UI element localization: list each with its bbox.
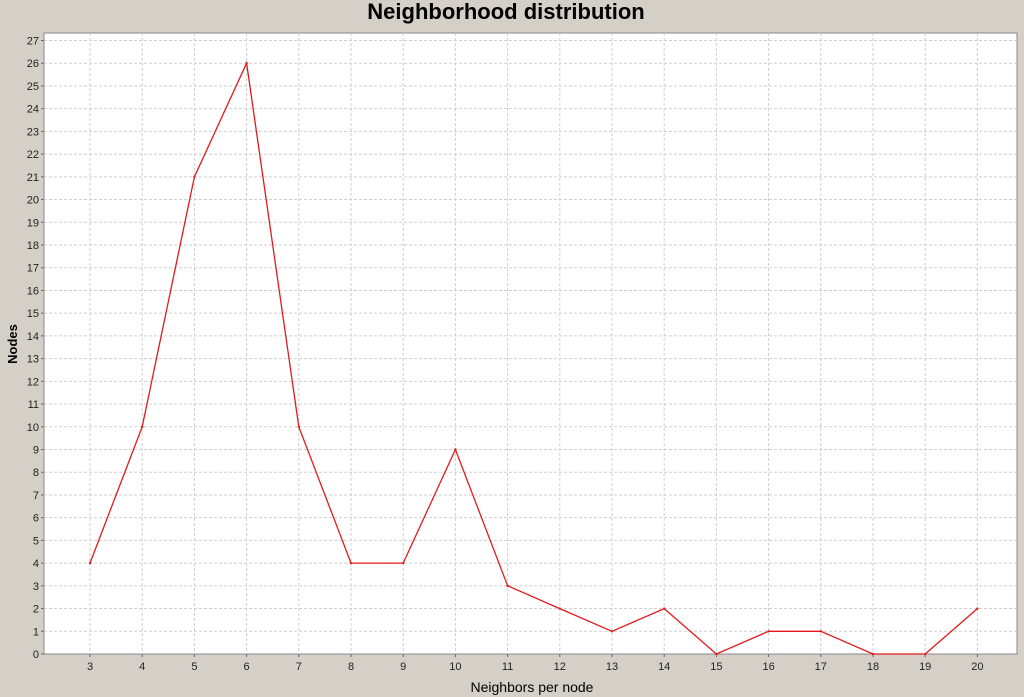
x-tick-label: 3 <box>87 661 93 673</box>
y-tick-label: 4 <box>33 558 39 570</box>
y-tick-label: 8 <box>33 467 39 479</box>
y-tick-label: 12 <box>27 376 39 388</box>
x-tick-label: 17 <box>815 661 827 673</box>
y-tick-label: 27 <box>27 36 39 48</box>
x-tick-label: 19 <box>919 661 931 673</box>
y-axis-label: Nodes <box>5 324 20 364</box>
y-tick-label: 23 <box>27 126 39 138</box>
y-tick-label: 6 <box>33 513 39 525</box>
data-point <box>454 448 457 451</box>
y-tick-label: 17 <box>27 263 39 275</box>
y-tick-label: 3 <box>33 581 39 593</box>
data-point <box>558 607 561 610</box>
data-point <box>402 561 405 565</box>
y-tick-label: 5 <box>33 535 39 547</box>
y-tick-label: 9 <box>33 445 39 457</box>
x-tick-label: 5 <box>191 661 197 673</box>
grid-lines <box>44 33 1017 654</box>
x-tick-label: 13 <box>606 661 618 673</box>
chart-title: Neighborhood distribution <box>367 0 644 24</box>
y-tick-label: 10 <box>27 422 39 434</box>
data-point <box>88 561 92 565</box>
y-tick-label: 24 <box>27 104 39 116</box>
data-point <box>506 584 509 588</box>
y-tick-label: 11 <box>28 399 39 411</box>
data-point <box>141 425 144 428</box>
x-tick-label: 14 <box>658 661 670 673</box>
x-axis-label: Neighbors per node <box>471 679 594 695</box>
x-tick-label: 6 <box>244 661 250 673</box>
x-tick-label: 7 <box>296 661 302 673</box>
y-tick-label: 26 <box>27 58 39 70</box>
x-tick-label: 12 <box>554 661 566 673</box>
x-tick-label: 16 <box>762 661 774 673</box>
x-tick-label: 9 <box>400 661 406 673</box>
x-tick-label: 11 <box>502 661 513 673</box>
x-tick-label: 20 <box>971 661 983 673</box>
y-tick-label: 22 <box>27 149 39 161</box>
data-point <box>193 175 196 179</box>
y-tick-label: 19 <box>27 217 39 229</box>
data-point <box>871 652 875 656</box>
data-point <box>245 62 248 65</box>
y-tick-label: 15 <box>27 308 39 320</box>
x-tick-label: 4 <box>139 661 145 673</box>
data-point <box>976 607 979 610</box>
data-point <box>663 607 666 610</box>
data-points <box>88 62 979 656</box>
y-tick-label: 21 <box>27 172 39 184</box>
y-tick-label: 14 <box>27 331 39 343</box>
x-tick-label: 8 <box>348 661 354 673</box>
x-axis-ticks: 3 4 5 6 7 8 9 10 11 12 13 14 15 16 17 18 19 20 <box>87 654 984 673</box>
y-tick-label: 13 <box>27 354 39 366</box>
y-tick-label: 0 <box>33 649 39 661</box>
y-tick-label: 2 <box>33 604 39 616</box>
y-tick-label: 1 <box>33 626 39 638</box>
data-point <box>297 425 300 428</box>
data-point <box>610 630 614 633</box>
plot-area <box>43 32 1018 655</box>
y-axis-ticks: 0123456789101112131415161718192021222324… <box>27 36 44 661</box>
data-point <box>715 652 718 656</box>
y-tick-label: 16 <box>27 285 39 297</box>
y-tick-label: 7 <box>33 490 39 502</box>
x-tick-label: 15 <box>710 661 722 673</box>
data-point <box>349 561 353 565</box>
x-tick-label: 18 <box>867 661 879 673</box>
y-tick-label: 20 <box>27 195 39 207</box>
data-point <box>819 630 822 633</box>
data-point <box>924 652 927 656</box>
y-tick-label: 18 <box>27 240 39 252</box>
x-tick-label: 10 <box>449 661 461 673</box>
data-point <box>767 630 770 633</box>
y-tick-label: 25 <box>27 81 39 93</box>
series-line <box>89 60 978 655</box>
